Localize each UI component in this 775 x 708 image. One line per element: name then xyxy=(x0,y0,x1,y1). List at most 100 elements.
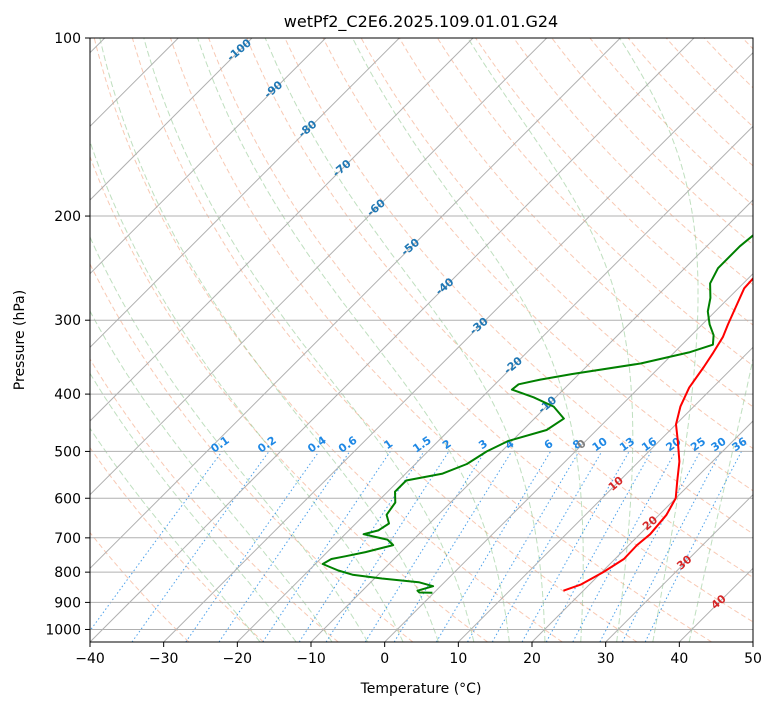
x-tick-label: −40 xyxy=(75,651,105,667)
moist-adiabat xyxy=(90,427,261,642)
moist-adiabat xyxy=(90,310,333,642)
isotherm xyxy=(163,51,753,642)
dry-adiabat xyxy=(90,155,488,642)
y-tick-label: 1000 xyxy=(45,622,81,638)
x-tick-label: 30 xyxy=(597,651,615,667)
isotherm xyxy=(384,272,753,642)
moist-adiabat xyxy=(90,235,369,642)
dry-adiabat xyxy=(90,531,190,642)
x-tick-label: 40 xyxy=(670,651,688,667)
y-tick-label: 800 xyxy=(54,565,81,581)
moist-adiabat xyxy=(90,139,404,642)
isotherm xyxy=(90,38,474,422)
dry-adiabat xyxy=(513,38,753,286)
x-tick-label: −20 xyxy=(223,651,253,667)
dry-adiabat xyxy=(436,38,753,367)
mixing-ratio-label: 0.2 xyxy=(255,434,278,456)
moist-adiabat xyxy=(688,356,753,642)
mixing-ratio-line xyxy=(298,451,425,642)
mixing-ratio-line xyxy=(572,451,676,642)
moist-adiabat xyxy=(467,38,634,642)
x-tick-label: 20 xyxy=(523,651,541,667)
dry-adiabat xyxy=(475,38,753,326)
x-tick-label: −30 xyxy=(149,651,179,667)
dry-adiabat xyxy=(322,38,753,492)
x-tick-label: −10 xyxy=(296,651,326,667)
dry-adiabat xyxy=(703,38,753,89)
mixing-ratio-line xyxy=(491,451,603,642)
dry-adiabat xyxy=(90,446,264,642)
mixing-ratio-line xyxy=(131,451,270,642)
moist-adiabat xyxy=(619,38,699,642)
moist-adiabat xyxy=(264,38,546,642)
mixing-ratio-line xyxy=(90,451,223,632)
y-tick-label: 400 xyxy=(54,387,81,403)
mixing-ratio-label: 2 xyxy=(440,437,454,452)
dry-adiabat xyxy=(589,38,753,206)
y-tick-label: 300 xyxy=(54,313,81,329)
y-axis-title: Pressure (hPa) xyxy=(12,290,28,390)
dry-adiabat xyxy=(131,38,638,642)
y-tick-label: 200 xyxy=(54,209,81,225)
dry-adiabat xyxy=(627,38,753,167)
mixing-ratio-line xyxy=(467,451,580,642)
mixing-ratio-line xyxy=(644,451,742,642)
dewpoint-profile-line xyxy=(321,234,753,594)
moist-adiabat xyxy=(352,38,584,642)
dry-adiabat xyxy=(284,38,753,535)
grid-lines xyxy=(90,38,753,642)
mixing-ratio-label: 0.1 xyxy=(208,434,231,456)
isotherm xyxy=(90,38,253,201)
mixing-ratio-line xyxy=(435,451,552,642)
dry-adiabat xyxy=(208,38,753,623)
x-tick-label: 50 xyxy=(744,651,762,667)
y-tick-label: 600 xyxy=(54,491,81,507)
isotherm xyxy=(90,38,327,275)
dry-adiabat xyxy=(93,38,563,642)
background-line-labels: 0.1 0.2 0.4 0.6 1 1.5 2 3 4 6 8 10 13 16 20 25 30 36-100-… xyxy=(208,36,749,612)
isotherm xyxy=(531,420,753,642)
isotherm xyxy=(90,38,621,570)
mixing-ratio-line xyxy=(621,451,722,642)
dry-adiabat xyxy=(398,38,753,408)
dry-adiabat xyxy=(90,358,339,642)
mixing-ratio-line xyxy=(325,451,450,642)
dry-adiabat xyxy=(742,38,753,50)
isotherm xyxy=(310,199,753,642)
isotherm xyxy=(678,567,753,642)
sounding-profiles xyxy=(321,234,753,594)
mixing-ratio-label: 0.4 xyxy=(305,433,329,455)
x-axis-title: Temperature (°C) xyxy=(360,681,482,697)
plot-frame xyxy=(89,37,754,643)
y-axis: 100 200 300 400 500 600 700 800 900 1000 xyxy=(45,31,90,638)
dry-adiabat xyxy=(170,38,712,642)
y-tick-label: 700 xyxy=(54,531,81,547)
mixing-ratio-line xyxy=(218,451,351,642)
isotherm xyxy=(90,38,400,349)
moist-adiabat xyxy=(143,38,475,642)
mixing-ratio-label: 1.5 xyxy=(410,434,433,456)
mixing-ratio-label: 0.6 xyxy=(336,433,360,455)
mixing-ratio-line xyxy=(545,451,652,642)
isotherm xyxy=(605,493,753,642)
x-axis: −40 −30 −20 −10 0 10 20 30 40 50 xyxy=(75,642,762,667)
isotherm xyxy=(90,38,548,496)
y-tick-label: 100 xyxy=(54,31,81,47)
temperature-profile-line xyxy=(563,276,753,592)
chart-title: wetPf2_C2E6.2025.109.01.01.G24 xyxy=(284,12,558,32)
moist-adiabat xyxy=(99,38,439,642)
isotherm xyxy=(90,38,695,642)
y-tick-label: 500 xyxy=(54,444,81,460)
mixing-ratio-line xyxy=(262,451,391,642)
dry-adiabat xyxy=(551,38,753,246)
background-lines xyxy=(90,38,753,642)
mixing-ratio-line xyxy=(185,451,320,642)
isotherm xyxy=(752,641,753,642)
moist-adiabat xyxy=(197,38,510,642)
isotherm xyxy=(236,125,753,642)
isotherm xyxy=(457,346,753,642)
mixing-ratio-label: 1 xyxy=(382,437,396,452)
x-tick-label: 0 xyxy=(380,651,389,667)
mixing-ratio-label: 6 xyxy=(542,437,556,452)
